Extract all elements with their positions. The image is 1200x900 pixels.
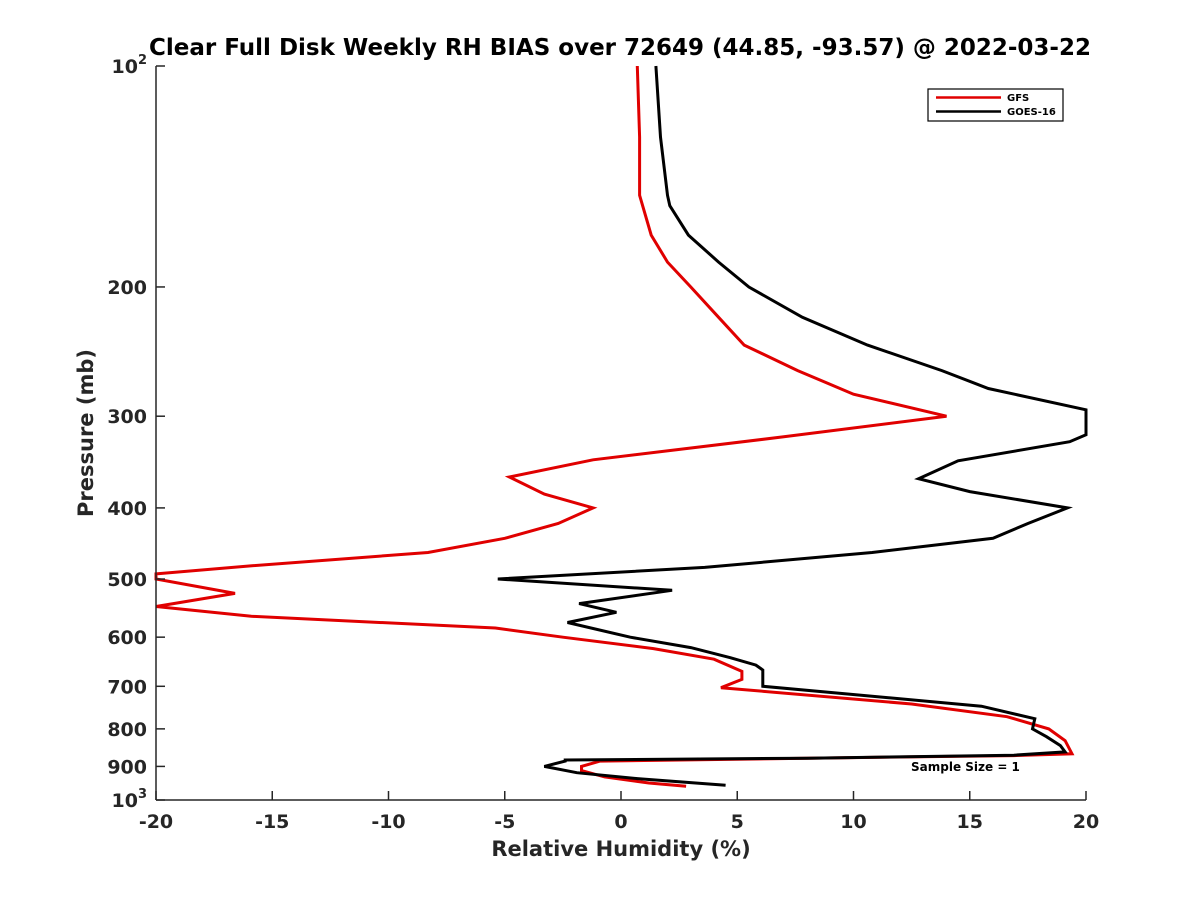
y-axis-ticks: 102 200 300 400 500 600 700 800 900 103 [107, 53, 165, 812]
y-tick-label: 200 [107, 277, 147, 299]
x-tick-label: 5 [731, 811, 744, 833]
x-axis-label: Relative Humidity (%) [491, 837, 750, 861]
chart-title: Clear Full Disk Weekly RH BIAS over 7264… [149, 35, 1091, 61]
y-tick-label: 900 [107, 756, 147, 778]
series-line-goes16 [497, 65, 1088, 787]
x-tick-label: 20 [1073, 811, 1099, 833]
series-layer [154, 65, 1088, 788]
x-tick-label: -10 [371, 811, 405, 833]
x-tick-label: 0 [614, 811, 627, 833]
y-tick-label: 102 [112, 53, 148, 78]
y-tick-label: 600 [107, 627, 147, 649]
x-tick-label: -5 [494, 811, 515, 833]
x-tick-label: -15 [255, 811, 289, 833]
legend: GFS GOES-16 [927, 88, 1064, 122]
y-tick-label: 300 [107, 406, 147, 428]
legend-label-gfs: GFS [1007, 93, 1029, 104]
sample-size-annotation: Sample Size = 1 [911, 760, 1020, 774]
y-tick-label: 500 [107, 569, 147, 591]
legend-label-goes16: GOES-16 [1007, 107, 1056, 118]
plot-area [156, 66, 1086, 800]
x-tick-label: -20 [139, 811, 173, 833]
x-axis-ticks: -20 -15 -10 -5 0 5 10 15 20 [139, 791, 1099, 833]
y-tick-label: 700 [107, 676, 147, 698]
legend-box [927, 88, 1064, 122]
x-tick-label: 10 [840, 811, 866, 833]
y-tick-label: 800 [107, 719, 147, 741]
x-tick-label: 15 [957, 811, 983, 833]
y-axis-label: Pressure (mb) [74, 349, 98, 517]
y-tick-label: 103 [112, 787, 148, 812]
y-tick-label: 400 [107, 498, 147, 520]
